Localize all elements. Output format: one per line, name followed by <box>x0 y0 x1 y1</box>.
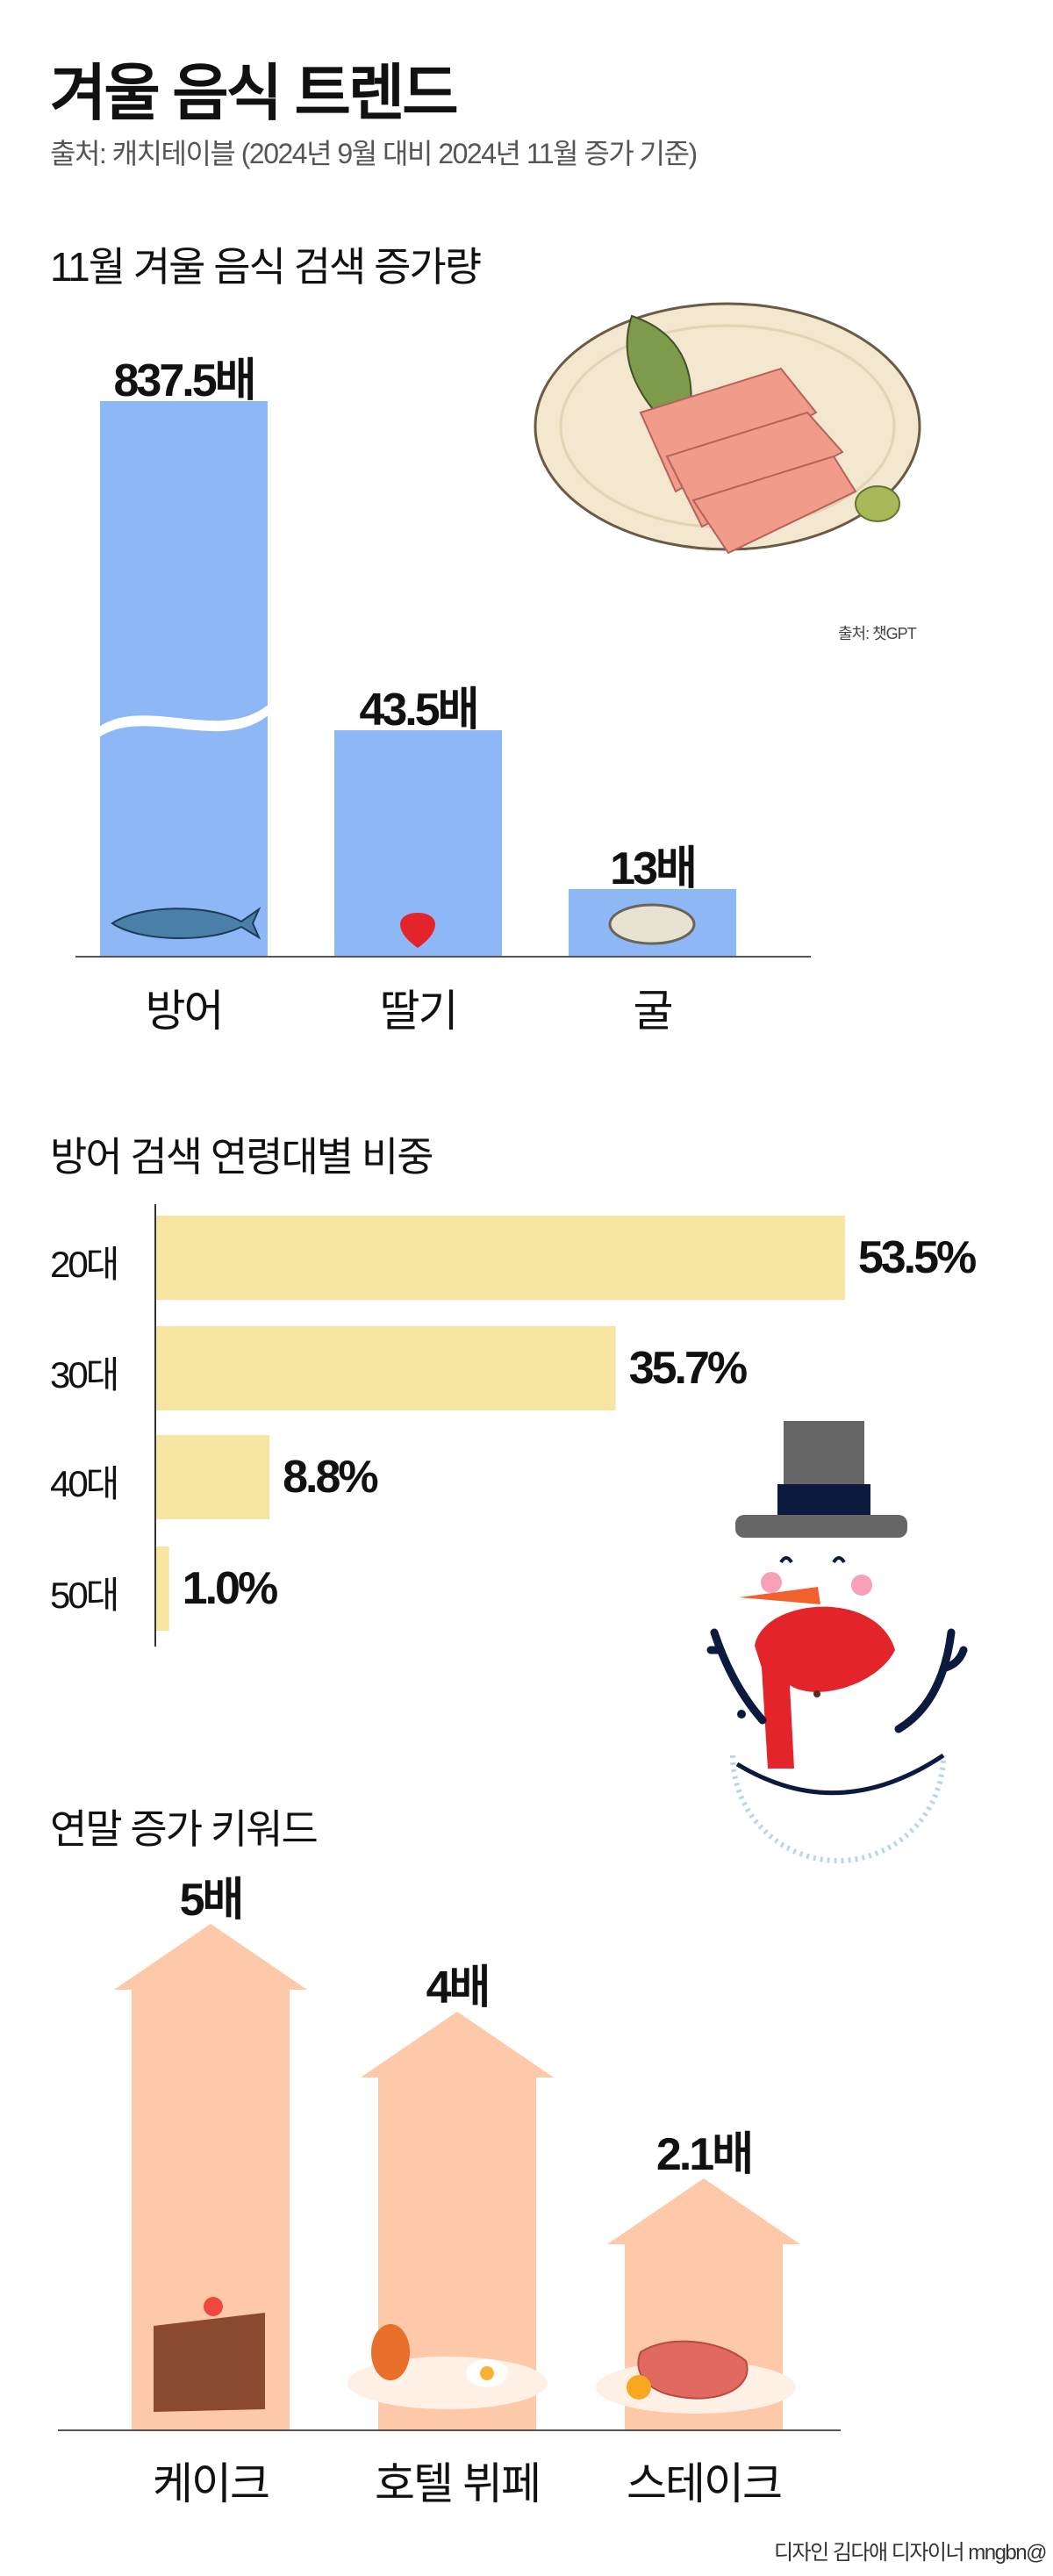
value-label: 13배 <box>610 843 698 894</box>
bar-30대 <box>156 1326 616 1410</box>
age-label: 40대 <box>50 1463 119 1504</box>
age-label: 30대 <box>50 1354 119 1396</box>
category-label: 방어 <box>145 987 225 1036</box>
value-label: 837.5배 <box>113 355 257 406</box>
value-label: 1.0% <box>182 1563 279 1614</box>
lemon-icon <box>627 2375 651 2400</box>
bar-방어 <box>100 401 268 957</box>
strawberry-icon <box>400 913 435 948</box>
age-label: 20대 <box>50 1244 119 1285</box>
bar-40대 <box>156 1435 270 1519</box>
category-label: 딸기 <box>379 987 459 1036</box>
cake-icon <box>154 2313 265 2412</box>
oyster-icon <box>608 903 696 945</box>
category-label: 스테이크 <box>627 2459 783 2508</box>
source-subtitle: 출처: 캐치테이블 (2024년 9월 대비 2024년 11월 증가 기준) <box>50 138 698 169</box>
value-label: 8.8% <box>283 1452 379 1503</box>
value-label: 5배 <box>179 1875 245 1926</box>
value-label: 35.7% <box>628 1343 748 1394</box>
value-label: 43.5배 <box>359 685 479 736</box>
arrow-bar-케이크 <box>114 1924 307 2430</box>
sashimi-plate-illustration <box>534 302 921 555</box>
age-label: 50대 <box>50 1575 119 1616</box>
bar-20대 <box>156 1216 845 1300</box>
chart1-title: 11월 겨울 음식 검색 증가량 <box>50 244 482 290</box>
snowman-illustration <box>706 1421 968 1863</box>
page-title: 겨울 음식 트렌드 <box>50 59 459 127</box>
value-label: 4배 <box>426 1962 491 2013</box>
designer-credit: 디자인 김다애 디자이너 mngbn@ <box>773 2541 1048 2565</box>
category-label: 케이크 <box>153 2459 270 2508</box>
chicken-icon <box>371 2324 410 2380</box>
cherry-icon <box>204 2297 223 2316</box>
fish-icon <box>111 907 261 940</box>
chart2-title: 방어 검색 연령대별 비중 <box>50 1134 434 1180</box>
illustration-source: 출처: 챗GPT <box>838 625 917 642</box>
bar-50대 <box>156 1546 169 1631</box>
value-label: 53.5% <box>857 1232 977 1283</box>
category-label: 굴 <box>633 987 674 1036</box>
chart3-title: 연말 증가 키워드 <box>50 1806 319 1852</box>
arrow-bar-호텔 뷔페 <box>361 2012 554 2430</box>
axis-break-wave <box>97 702 271 739</box>
value-label: 2.1배 <box>655 2129 754 2180</box>
category-label: 호텔 뷔페 <box>375 2459 541 2508</box>
yolk-icon <box>480 2366 494 2380</box>
